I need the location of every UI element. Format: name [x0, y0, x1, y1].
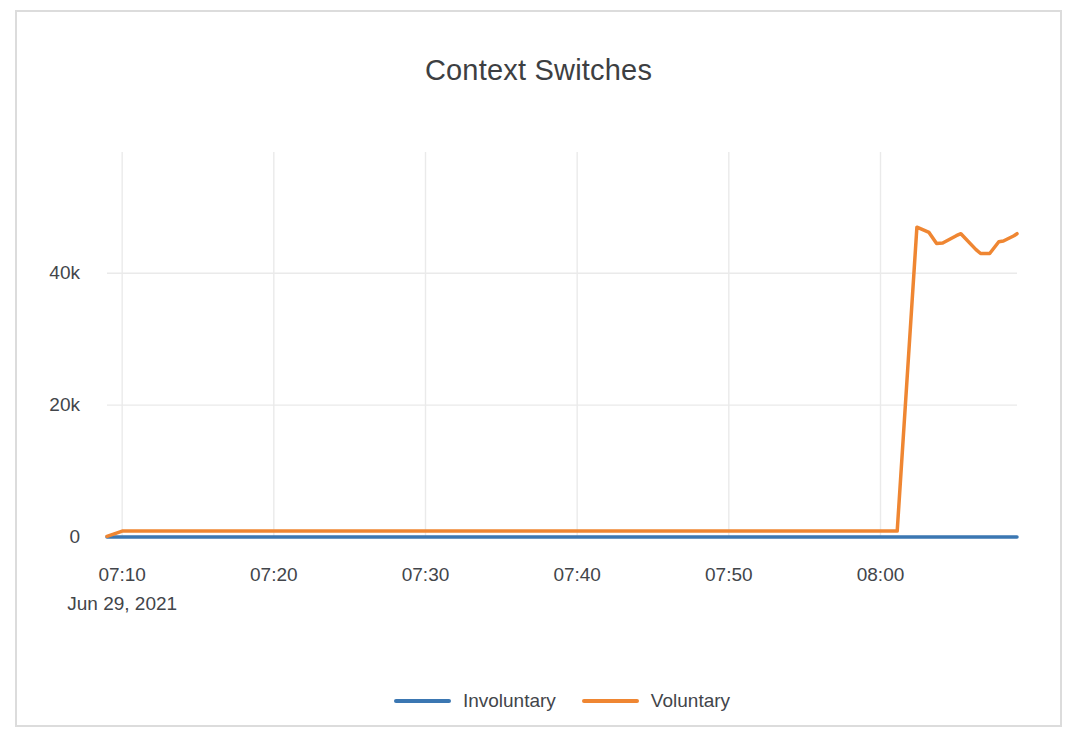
legend-label: Involuntary	[463, 690, 556, 712]
legend-label: Voluntary	[651, 690, 730, 712]
legend-item-voluntary[interactable]: Voluntary	[582, 690, 730, 712]
chart-canvas[interactable]	[0, 0, 1070, 740]
x-tick-label: 07:30	[366, 564, 486, 586]
voluntary-line-swatch-icon	[582, 699, 639, 703]
x-tick-label: 08:00	[821, 564, 941, 586]
y-tick-label: 0	[10, 526, 80, 548]
x-tick-label: 07:40	[517, 564, 637, 586]
x-axis-date-label: Jun 29, 2021	[12, 593, 232, 615]
y-tick-label: 40k	[10, 262, 80, 284]
chart-legend: Involuntary Voluntary	[107, 690, 1017, 712]
x-tick-label: 07:50	[669, 564, 789, 586]
y-tick-label: 20k	[10, 394, 80, 416]
involuntary-line-swatch-icon	[394, 699, 451, 703]
legend-item-involuntary[interactable]: Involuntary	[394, 690, 556, 712]
x-tick-label: 07:20	[214, 564, 334, 586]
x-tick-label: 07:10	[62, 564, 182, 586]
